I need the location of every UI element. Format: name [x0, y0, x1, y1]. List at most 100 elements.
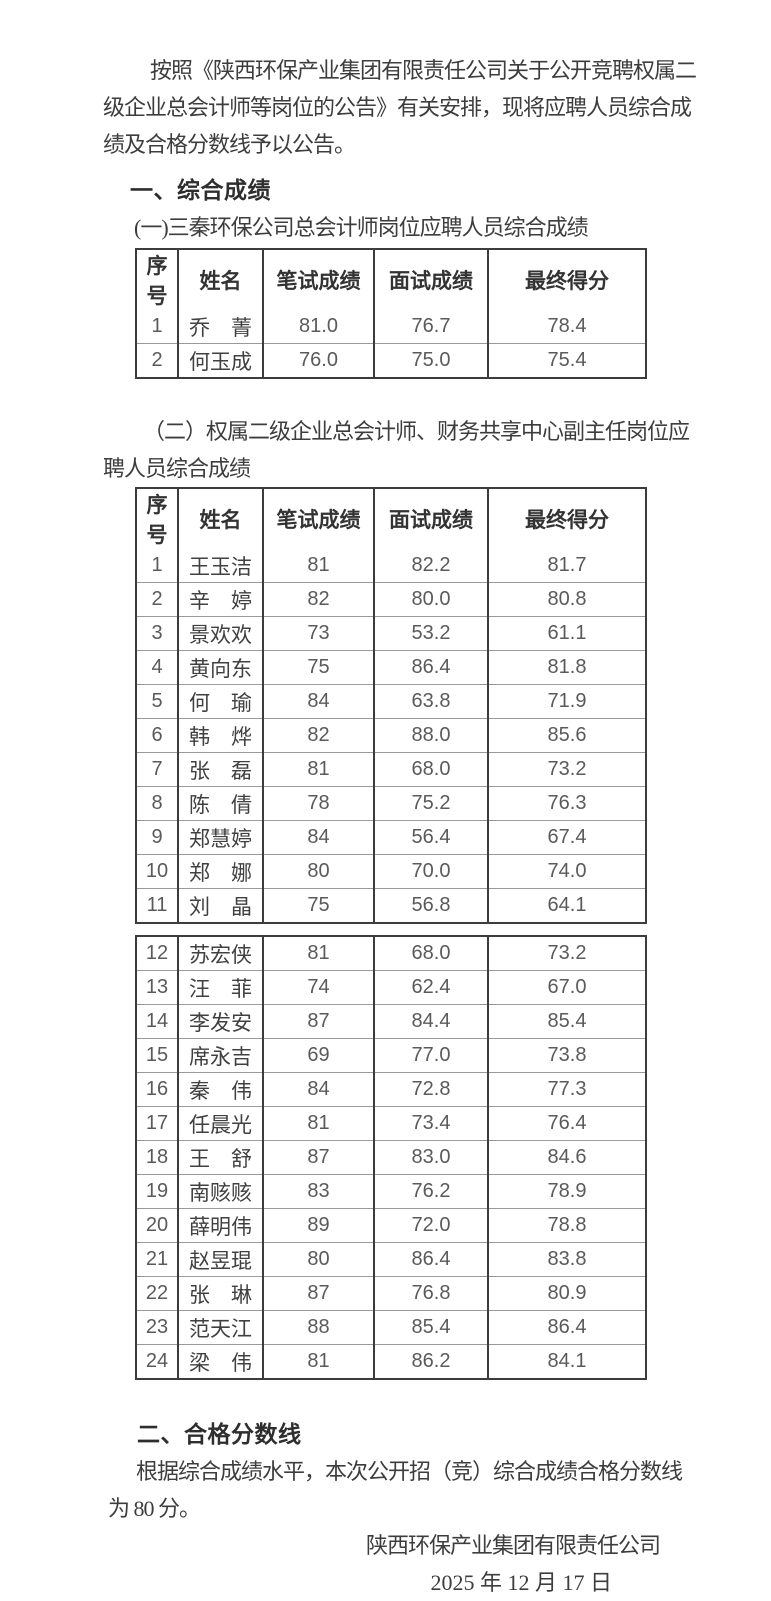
score-cell: 84 — [262, 684, 374, 719]
score-cell: 19 — [136, 1174, 178, 1209]
table-row: 2 何玉成 76.0 75.0 75.4 — [136, 343, 646, 378]
score-cell: 89 — [262, 1208, 374, 1243]
score-cell: 86.4 — [487, 1310, 646, 1345]
score-cell: 84.4 — [373, 1004, 488, 1039]
name-cell: 何玉成 — [177, 343, 263, 378]
name-cell: 乔 菁 — [177, 310, 263, 344]
score-cell: 75 — [262, 888, 374, 923]
score-cell: 76.7 — [373, 310, 488, 344]
score-cell: 67.0 — [487, 970, 646, 1005]
table2-title-line: 聘人员综合成绩 — [103, 456, 251, 481]
score-cell: 75.4 — [487, 343, 646, 378]
score-cell: 20 — [136, 1208, 178, 1243]
table-row: 17 任晨光 81 73.4 76.4 — [136, 1106, 646, 1141]
name-cell: 薛明伟 — [177, 1208, 263, 1243]
table-row: 19 南赅赅 83 76.2 78.9 — [136, 1174, 646, 1209]
score-cell: 9 — [136, 820, 178, 855]
score-cell: 86.4 — [373, 1242, 488, 1277]
score-cell: 4 — [136, 650, 178, 685]
table-row: 18 王 舒 87 83.0 84.6 — [136, 1140, 646, 1175]
score-cell: 77.0 — [373, 1038, 488, 1073]
score-cell: 15 — [136, 1038, 178, 1073]
score-cell: 84.1 — [487, 1344, 646, 1379]
score-cell: 88.0 — [373, 718, 488, 753]
score-cell: 80.8 — [487, 582, 646, 617]
name-cell: 刘 晶 — [177, 888, 263, 923]
score-cell: 86.4 — [373, 650, 488, 685]
score-cell: 85.4 — [487, 1004, 646, 1039]
name-cell: 辛 婷 — [177, 582, 263, 617]
score-cell: 87 — [262, 1276, 374, 1311]
name-cell: 景欢欢 — [177, 616, 263, 651]
column-header: 序号 — [146, 254, 168, 308]
table1-header-row: 序号 姓名 笔试成绩 面试成绩 最终得分 — [136, 249, 646, 310]
section2-heading: 二、合格分数线 — [137, 1421, 302, 1447]
signature-company: 陕西环保产业集团有限责任公司 — [365, 1533, 661, 1558]
name-cell: 秦 伟 — [177, 1072, 263, 1107]
score-cell: 78.4 — [487, 310, 646, 344]
table-row: 3 景欢欢 73 53.2 61.1 — [136, 616, 646, 651]
score-cell: 83 — [262, 1174, 374, 1209]
table2-header-row: 序号 姓名 笔试成绩 面试成绩 最终得分 — [136, 488, 646, 549]
table-row: 10 郑 娜 80 70.0 74.0 — [136, 854, 646, 889]
column-header: 笔试成绩 — [262, 488, 374, 549]
score-cell: 87 — [262, 1140, 374, 1175]
score-cell: 63.8 — [373, 684, 488, 719]
score-cell: 76.2 — [373, 1174, 488, 1209]
table-row: 1 乔 菁 81.0 76.7 78.4 — [136, 310, 646, 344]
score-cell: 69 — [262, 1038, 374, 1073]
score-cell: 78 — [262, 786, 374, 821]
name-cell: 何 瑜 — [177, 684, 263, 719]
score-cell: 78.8 — [487, 1208, 646, 1243]
score-cell: 73.2 — [487, 752, 646, 787]
table-row: 11 刘 晶 75 56.8 64.1 — [136, 888, 646, 923]
name-cell: 梁 伟 — [177, 1344, 263, 1379]
score-cell: 18 — [136, 1140, 178, 1175]
name-cell: 陈 倩 — [177, 786, 263, 821]
score-cell: 22 — [136, 1276, 178, 1311]
section2-paragraph: 根据综合成绩水平，本次公开招（竞）综合成绩合格分数线 为 80 分。 — [103, 1453, 683, 1527]
score-cell: 13 — [136, 970, 178, 1005]
table-row: 1 王玉洁 81 82.2 81.7 — [136, 549, 646, 583]
name-cell: 韩 烨 — [177, 718, 263, 753]
table-split-gap — [103, 924, 668, 935]
intro-paragraph: 按照《陕西环保产业集团有限责任公司关于公开竞聘权属二 级企业总会计师等岗位的公告… — [103, 52, 697, 163]
section1-heading: 一、综合成绩 — [130, 177, 271, 203]
table-row: 15 席永吉 69 77.0 73.8 — [136, 1038, 646, 1073]
column-header: 序号 — [146, 493, 168, 547]
score-cell: 81 — [262, 752, 374, 787]
score-cell: 87 — [262, 1004, 374, 1039]
table2-title-line: （二）权属二级企业总会计师、财务共享中心副主任岗位应 — [143, 419, 690, 444]
score-cell: 80 — [262, 1242, 374, 1277]
score-cell: 23 — [136, 1310, 178, 1345]
score-cell: 82.2 — [373, 549, 488, 583]
score-cell: 88 — [262, 1310, 374, 1345]
table2-title: （二）权属二级企业总会计师、财务共享中心副主任岗位应 聘人员综合成绩 — [103, 413, 690, 487]
name-cell: 南赅赅 — [177, 1174, 263, 1209]
name-cell: 范天江 — [177, 1310, 263, 1345]
column-header: 面试成绩 — [373, 488, 488, 549]
score-cell: 75 — [262, 650, 374, 685]
table-row: 13 汪 菲 74 62.4 67.0 — [136, 970, 646, 1005]
score-cell: 84 — [262, 1072, 374, 1107]
name-cell: 赵昱琨 — [177, 1242, 263, 1277]
score-cell: 1 — [151, 315, 163, 337]
score-cell: 24 — [136, 1344, 178, 1379]
score-cell: 81 — [262, 936, 374, 971]
table-row: 24 梁 伟 81 86.2 84.1 — [136, 1344, 646, 1379]
name-cell: 苏宏侠 — [177, 936, 263, 971]
name-cell: 王 舒 — [177, 1140, 263, 1175]
table-row: 23 范天江 88 85.4 86.4 — [136, 1310, 646, 1345]
column-header: 姓名 — [177, 488, 263, 549]
score-cell: 73.4 — [373, 1106, 488, 1141]
score-cell: 75.0 — [373, 343, 488, 378]
score-cell: 76.4 — [487, 1106, 646, 1141]
score-cell: 85.4 — [373, 1310, 488, 1345]
score-cell: 82 — [262, 718, 374, 753]
score-cell: 68.0 — [373, 752, 488, 787]
